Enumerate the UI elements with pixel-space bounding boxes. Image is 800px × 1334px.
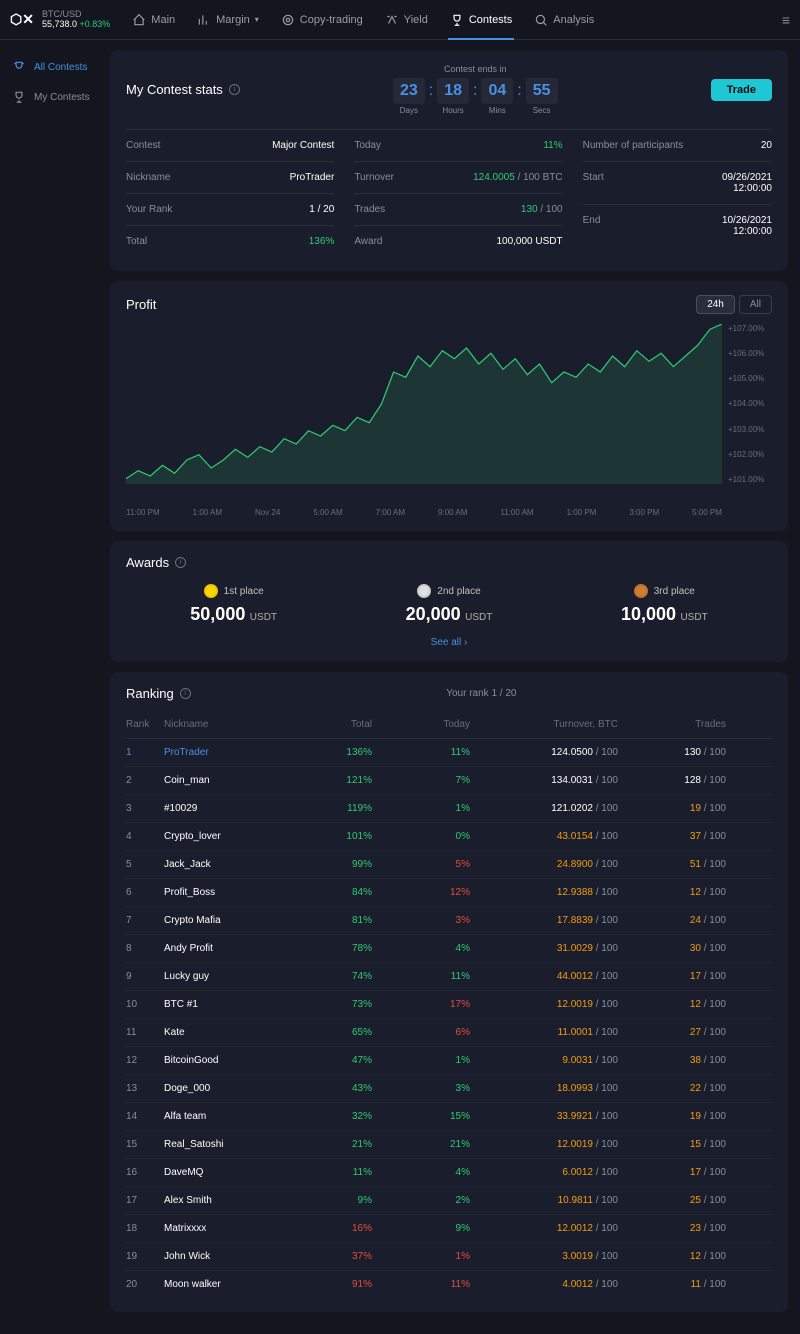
profit-title: Profit — [126, 297, 156, 312]
see-all-link[interactable]: See all › — [126, 637, 772, 648]
menu-icon[interactable]: ≡ — [782, 12, 790, 28]
ticker-price: 55,738.0 — [42, 19, 77, 29]
x-axis-labels: 11:00 PM1:00 AMNov 245:00 AM7:00 AM9:00 … — [126, 504, 772, 517]
award-place: 2nd place20,000 USDT — [406, 584, 493, 625]
countdown: 23Days : 18Hours : 04Mins : 55Secs — [240, 78, 711, 115]
ranking-row[interactable]: 10 BTC #1 73% 17% 12.0019 / 100 12 / 100 — [126, 991, 772, 1019]
ranking-row[interactable]: 14 Alfa team 32% 15% 33.9921 / 100 19 / … — [126, 1103, 772, 1131]
ranking-row[interactable]: 19 John Wick 37% 1% 3.0019 / 100 12 / 10… — [126, 1243, 772, 1271]
toggle-all[interactable]: All — [739, 295, 772, 314]
rank-summary: Your rank 1 / 20 — [446, 688, 516, 699]
ticker-pair: BTC/USD — [42, 9, 82, 19]
trade-button[interactable]: Trade — [711, 79, 772, 101]
ticker: BTC/USD 55,738.0 +0.83% — [42, 10, 110, 30]
award-place: 3rd place10,000 USDT — [621, 584, 708, 625]
medal-icon — [634, 584, 648, 598]
medal-icon — [204, 584, 218, 598]
ticker-pct: +0.83% — [80, 19, 111, 29]
sidebar-all-contests[interactable]: All Contests — [0, 52, 110, 82]
y-axis-labels: +107.00%+106.00%+105.00%+104.00%+103.00%… — [722, 324, 772, 484]
nav-main[interactable]: Main — [122, 0, 185, 40]
nav-analysis[interactable]: Analysis — [524, 0, 604, 40]
ranking-row[interactable]: 2 Coin_man 121% 7% 134.0031 / 100 128 / … — [126, 767, 772, 795]
ranking-title: Ranking — [126, 686, 174, 701]
ranking-row[interactable]: 1 ProTrader 136% 11% 124.0500 / 100 130 … — [126, 739, 772, 767]
ranking-row[interactable]: 15 Real_Satoshi 21% 21% 12.0019 / 100 15… — [126, 1131, 772, 1159]
ranking-row[interactable]: 18 Matrixxxx 16% 9% 12.0012 / 100 23 / 1… — [126, 1215, 772, 1243]
ranking-row[interactable]: 5 Jack_Jack 99% 5% 24.8900 / 100 51 / 10… — [126, 851, 772, 879]
profit-chart — [126, 324, 722, 504]
nav-margin[interactable]: Margin▾ — [187, 0, 269, 40]
ranking-header: Rank Nickname Total Today Turnover, BTC … — [126, 711, 772, 739]
info-icon[interactable]: i — [180, 688, 191, 699]
logo: ⬡✕ — [10, 11, 34, 28]
ranking-row[interactable]: 6 Profit_Boss 84% 12% 12.9388 / 100 12 /… — [126, 879, 772, 907]
ranking-row[interactable]: 7 Crypto Mafia 81% 3% 17.8839 / 100 24 /… — [126, 907, 772, 935]
info-icon[interactable]: i — [175, 557, 186, 568]
nav-contests[interactable]: Contests — [440, 0, 522, 40]
toggle-24h[interactable]: 24h — [696, 295, 735, 314]
sidebar: All Contests My Contests — [0, 40, 110, 1334]
awards-title: Awards — [126, 555, 169, 570]
profit-card: Profit 24h All +107.00%+106.00%+105.00%+… — [110, 281, 788, 531]
medal-icon — [417, 584, 431, 598]
ranking-row[interactable]: 17 Alex Smith 9% 2% 10.9811 / 100 25 / 1… — [126, 1187, 772, 1215]
nav-yield[interactable]: Yield — [375, 0, 438, 40]
ranking-row[interactable]: 20 Moon walker 91% 11% 4.0012 / 100 11 /… — [126, 1271, 772, 1298]
ranking-row[interactable]: 11 Kate 65% 6% 11.0001 / 100 27 / 100 — [126, 1019, 772, 1047]
award-place: 1st place50,000 USDT — [190, 584, 277, 625]
info-icon[interactable]: i — [229, 84, 240, 95]
awards-card: Awardsi 1st place50,000 USDT 2nd place20,… — [110, 541, 788, 662]
stats-title: My Contest stats — [126, 82, 223, 97]
sidebar-my-contests[interactable]: My Contests — [0, 82, 110, 112]
ranking-row[interactable]: 16 DaveMQ 11% 4% 6.0012 / 100 17 / 100 — [126, 1159, 772, 1187]
nav-copy-trading[interactable]: Copy-trading — [271, 0, 373, 40]
ranking-row[interactable]: 12 BitcoinGood 47% 1% 9.0031 / 100 38 / … — [126, 1047, 772, 1075]
ranking-row[interactable]: 9 Lucky guy 74% 11% 44.0012 / 100 17 / 1… — [126, 963, 772, 991]
ranking-row[interactable]: 8 Andy Profit 78% 4% 31.0029 / 100 30 / … — [126, 935, 772, 963]
ranking-row[interactable]: 3 #10029 119% 1% 121.0202 / 100 19 / 100 — [126, 795, 772, 823]
ranking-row[interactable]: 4 Crypto_lover 101% 0% 43.0154 / 100 37 … — [126, 823, 772, 851]
ranking-row[interactable]: 13 Doge_000 43% 3% 18.0993 / 100 22 / 10… — [126, 1075, 772, 1103]
chevron-down-icon: ▾ — [255, 15, 259, 24]
countdown-label: Contest ends in — [240, 64, 711, 74]
stats-card: My Contest stats i Contest ends in 23Day… — [110, 50, 788, 271]
top-nav: ⬡✕ BTC/USD 55,738.0 +0.83% Main Margin▾ … — [0, 0, 800, 40]
ranking-card: Ranking i Your rank 1 / 20 Rank Nickname… — [110, 672, 788, 1312]
